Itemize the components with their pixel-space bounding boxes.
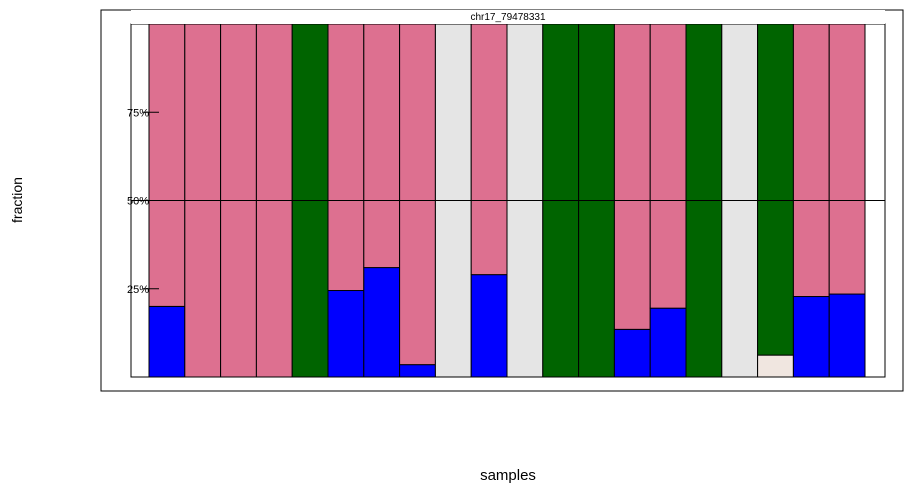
bar-segment-sample-10-pink <box>470 23 508 276</box>
bar-segment-sample-19-pink <box>792 23 830 298</box>
y-tick-label: 75% <box>127 107 149 119</box>
y-axis: 25% 50% 75% <box>127 107 159 296</box>
bar-segment-sample-10-blue <box>470 274 508 378</box>
bar-segment-sample-6-pink <box>327 23 365 292</box>
x-axis-label: samples <box>480 467 536 484</box>
bar-segment-sample-20-blue <box>828 293 866 378</box>
bar-segment-sample-14-pink <box>613 23 651 330</box>
bar-segment-sample-7-blue <box>363 267 401 378</box>
title-strip <box>131 10 885 24</box>
bar-segment-sample-18-linen <box>757 354 794 378</box>
bar-segment-sample-6-blue <box>327 290 365 378</box>
bar-segment-sample-1-pink <box>148 23 186 307</box>
y-tick-label: 50% <box>127 196 149 208</box>
bar-segment-sample-19-blue <box>792 296 830 378</box>
bar-segment-sample-1-blue <box>148 305 186 378</box>
bar-segment-sample-20-pink <box>828 23 866 295</box>
bar-segment-sample-7-pink <box>363 23 401 269</box>
bar-segment-sample-18-green <box>757 23 794 356</box>
bar-segment-sample-8-blue <box>399 364 436 378</box>
y-tick-label: 25% <box>127 284 149 296</box>
bar-segment-sample-14-blue <box>613 328 651 378</box>
bar-segment-sample-15-pink <box>649 23 687 309</box>
y-axis-label: fraction <box>9 177 25 223</box>
bar-segment-sample-8-pink <box>399 23 436 366</box>
bar-segment-sample-15-blue <box>649 307 687 378</box>
chart-title: chr17_79478331 <box>470 12 546 23</box>
